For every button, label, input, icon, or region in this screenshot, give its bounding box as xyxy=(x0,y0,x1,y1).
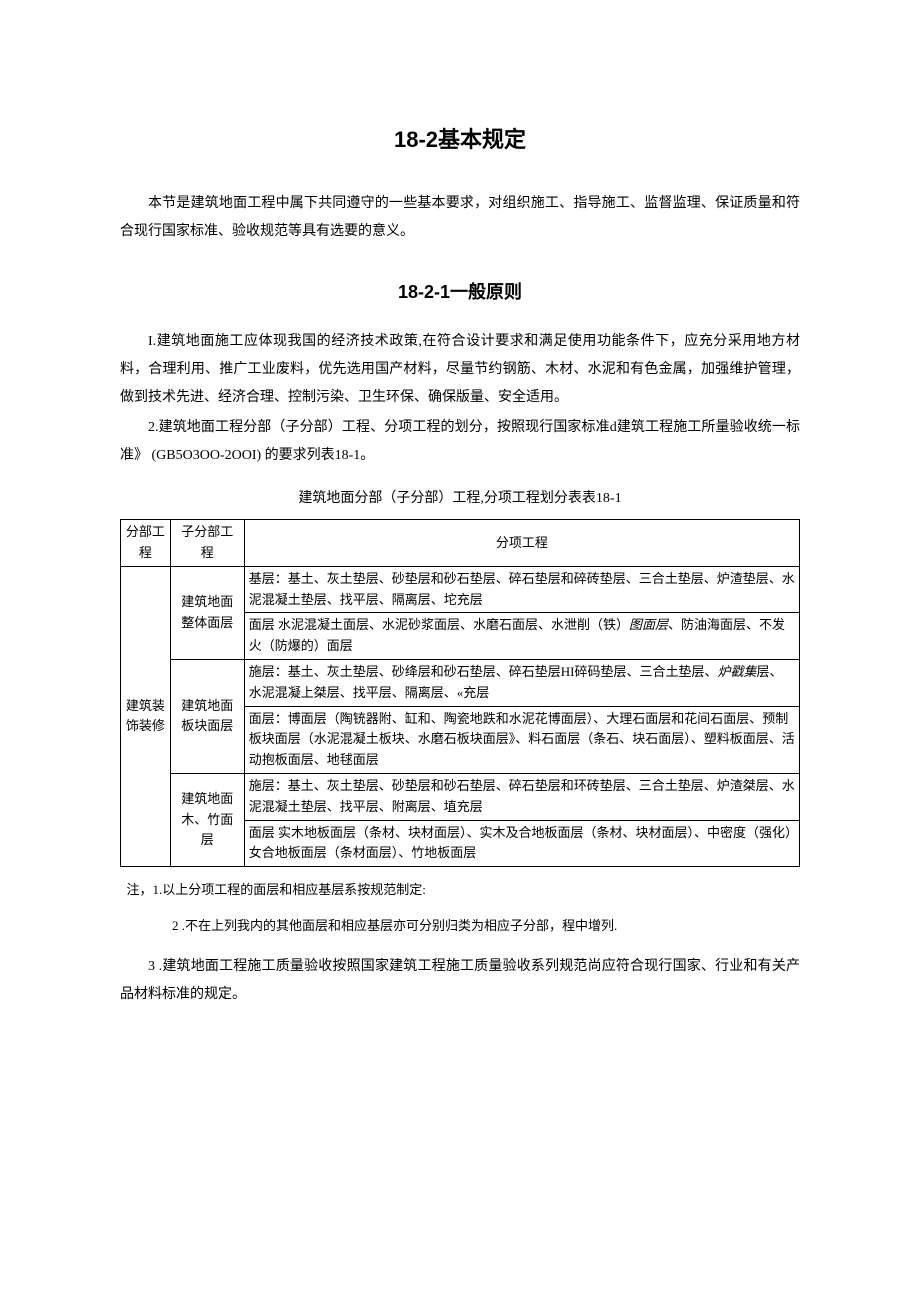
col1-merged: 建筑装饰装修 xyxy=(121,566,171,866)
intro-paragraph: 本节是建筑地面工程中属下共同遵守的一些基本要求，对组织施工、指导施工、监督监理、… xyxy=(120,190,800,246)
table-row: 建筑地面木、竹面层 施层：基土、灰土垫层、砂垫层和砂石垫层、碎石垫层和环砖垫层、… xyxy=(121,773,800,820)
paragraph-3: 3 .建筑地面工程施工质量验收按照国家建筑工程施工质量验收系列规范尚应符合现行国… xyxy=(120,953,800,1009)
table-row: 建筑地面板块面层 施层：基土、灰土垫层、砂绛层和砂石垫层、碎石垫层HI碎码垫层、… xyxy=(121,659,800,706)
sub-title: 18-2-1一般原则 xyxy=(120,276,800,308)
sub-2: 建筑地面板块面层 xyxy=(170,659,244,773)
division-table: 分部工程 子分部工程 分项工程 建筑装饰装修 建筑地面整体面层 基层：基土、灰土… xyxy=(120,519,800,867)
sub-3: 建筑地面木、竹面层 xyxy=(170,773,244,866)
table-caption: 建筑地面分部（子分部）工程,分项工程划分表表18-1 xyxy=(120,486,800,511)
paragraph-1: I.建筑地面施工应体现我国的经济技术政策,在符合设计要求和满足使用功能条件下，应… xyxy=(120,328,800,412)
main-title: 18-2基本规定 xyxy=(120,120,800,160)
cell-1-1: 基层：基土、灰土垫层、砂垫层和砂石垫层、碎石垫层和碎砖垫层、三合土垫层、炉渣垫层… xyxy=(244,566,799,613)
header-col3: 分项工程 xyxy=(244,520,799,567)
paragraph-2: 2.建筑地面工程分部（子分部）工程、分项工程的划分，按照现行国家标准d建筑工程施… xyxy=(120,414,800,470)
cell-2-1-text: 施层：基土、灰土垫层、砂绛层和砂石垫层、碎石垫层HI碎码垫层、三合土垫层、炉戳集… xyxy=(249,664,783,700)
cell-3-1: 施层：基土、灰土垫层、砂垫层和砂石垫层、碎石垫层和环砖垫层、三合土垫层、炉渣桀层… xyxy=(244,773,799,820)
cell-1-2: 面层 水泥混凝土面层、水泥砂浆面层、水磨石面层、水泄削（铁）图面层、防油海面层、… xyxy=(244,613,799,660)
note-1: 注，1.以上分项工程的面层和相应基层系按规范制定: xyxy=(120,877,800,903)
cell-1-2-text: 面层 水泥混凝土面层、水泥砂浆面层、水磨石面层、水泄削（铁）图面层、防油海面层、… xyxy=(249,617,785,653)
header-col2: 子分部工程 xyxy=(170,520,244,567)
cell-3-2: 面层 实木地板面层（条材、块材面层）、实木及合地板面层（条材、块材面层）、中密度… xyxy=(244,820,799,867)
sub-1: 建筑地面整体面层 xyxy=(170,566,244,659)
note-2: 2 .不在上列我内的其他面层和相应基层亦可分别归类为相应子分部，程中增列. xyxy=(120,913,800,939)
cell-2-1: 施层：基土、灰土垫层、砂绛层和砂石垫层、碎石垫层HI碎码垫层、三合土垫层、炉戳集… xyxy=(244,659,799,706)
header-col1: 分部工程 xyxy=(121,520,171,567)
table-header-row: 分部工程 子分部工程 分项工程 xyxy=(121,520,800,567)
table-row: 建筑装饰装修 建筑地面整体面层 基层：基土、灰土垫层、砂垫层和砂石垫层、碎石垫层… xyxy=(121,566,800,613)
cell-2-2: 面层：博面层（陶铳器附、缸和、陶瓷地跌和水泥花博面层）、大理石面层和花间石面层、… xyxy=(244,706,799,773)
